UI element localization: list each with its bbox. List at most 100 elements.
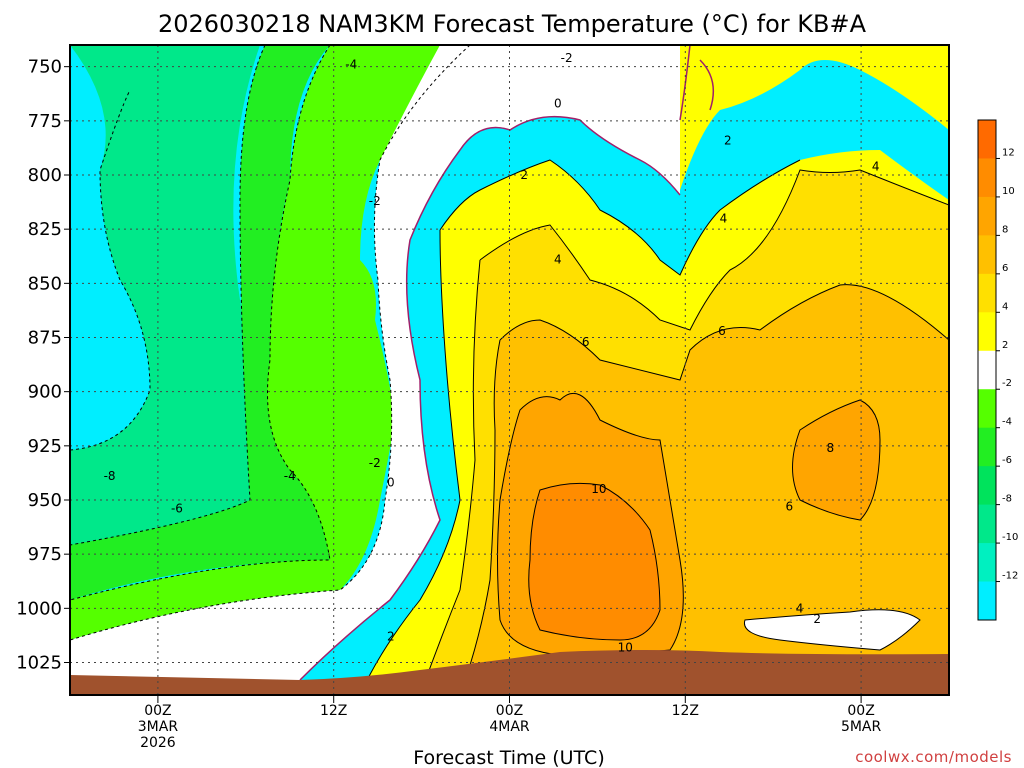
y-tick-label: 925 <box>28 436 62 457</box>
field-region-minus4 <box>70 45 470 640</box>
colorbar-label: 2 <box>1002 340 1008 351</box>
isotherm-minus6 <box>70 45 266 546</box>
colorbar-label: 8 <box>1002 224 1008 235</box>
isotherm-minus4 <box>70 45 331 601</box>
contour-label: -2 <box>369 194 381 208</box>
contour-label: 4 <box>796 601 804 615</box>
colorbar-swatch <box>978 581 996 621</box>
x-axis-label: Forecast Time (UTC) <box>413 747 604 768</box>
negative-isotherms <box>70 45 471 641</box>
x-tick-label: 00Z <box>496 703 523 719</box>
colorbar-swatch <box>978 504 996 544</box>
isotherm-plus6 <box>459 284 949 695</box>
terrain-below-ground <box>70 650 949 695</box>
colorbar-label: -6 <box>1002 455 1012 466</box>
y-tick-label: 875 <box>28 328 62 349</box>
colorbar-swatch <box>978 120 996 159</box>
contour-label: -6 <box>171 502 183 516</box>
colorbar-swatch <box>978 427 996 467</box>
colorbar-label: 10 <box>1002 186 1015 197</box>
field-region-plus8-east <box>792 400 880 520</box>
x-tick-label: 00Z <box>847 703 874 719</box>
contour-label: 6 <box>582 335 590 349</box>
contour-label: 4 <box>554 253 562 267</box>
field-region-minus6 <box>70 45 340 600</box>
field-region-plus2-upper <box>680 45 949 190</box>
colorbar-swatch <box>978 389 996 429</box>
grid-lines <box>70 45 949 695</box>
colorbar-label: -8 <box>1002 494 1012 505</box>
colorbar-label: -2 <box>1002 378 1012 389</box>
colorbar-swatch <box>978 273 996 313</box>
y-tick-label: 850 <box>28 273 62 294</box>
x-tick-label: 4MAR <box>489 719 530 735</box>
credit-text: coolwx.com/models <box>855 748 1012 766</box>
y-tick-label: 825 <box>28 219 62 240</box>
isotherm-plus8-west <box>497 392 684 656</box>
chart-title: 2026030218 NAM3KM Forecast Temperature (… <box>158 10 867 38</box>
isotherm-minus2 <box>70 45 471 641</box>
colorbar-label: 4 <box>1002 301 1008 312</box>
contour-label: 10 <box>618 640 633 654</box>
contour-label: 6 <box>785 500 793 514</box>
isotherm-plus4 <box>419 169 949 695</box>
isotherm-plus2 <box>359 159 801 695</box>
colorbar-label: 12 <box>1002 147 1015 158</box>
contour-label: 2 <box>387 630 395 644</box>
colorbar-swatch <box>978 466 996 506</box>
colorbar-label: 6 <box>1002 263 1008 274</box>
contour-label: 4 <box>720 211 728 225</box>
x-tick-label: 12Z <box>672 703 699 719</box>
colorbar-swatch <box>978 158 996 198</box>
contour-label: -4 <box>284 469 296 483</box>
x-tick-label: 3MAR <box>138 719 179 735</box>
contour-label: -2 <box>561 51 573 65</box>
contour-label: 2 <box>724 133 732 147</box>
y-tick-label: 950 <box>28 490 62 511</box>
contour-label: -8 <box>104 469 116 483</box>
field-region-near-zero <box>70 45 680 680</box>
contour-label: 10 <box>591 482 606 496</box>
y-tick-label: 1025 <box>16 653 62 674</box>
field-region-plus10 <box>528 483 660 640</box>
contour-label: 0 <box>387 476 395 490</box>
y-tick-label: 750 <box>28 57 62 78</box>
x-tick-label: 2026 <box>140 735 176 751</box>
contour-label: 6 <box>718 324 726 338</box>
colorbar-label: -12 <box>1002 571 1018 582</box>
x-tick-label: 5MAR <box>841 719 882 735</box>
contour-label: 2 <box>813 612 821 626</box>
isotherm-zero <box>299 115 681 681</box>
isotherm-plus8-east <box>792 399 881 521</box>
contour-label: -2 <box>369 456 381 470</box>
colorbar-label: -4 <box>1002 417 1012 428</box>
x-tick-label: 12Z <box>320 703 347 719</box>
contour-label: 4 <box>872 159 880 173</box>
colorbar-frame <box>977 119 997 621</box>
isotherm-plus2-east <box>743 609 921 651</box>
y-tick-label: 900 <box>28 382 62 403</box>
freezing-line <box>299 45 715 681</box>
colorbar-swatch <box>978 196 996 236</box>
contour-label: 0 <box>554 97 562 111</box>
y-tick-label: 975 <box>28 544 62 565</box>
y-axis-ticks: 750 775 800 825 850 875 900 925 950 975 1000 1025 <box>16 57 70 674</box>
field-region-minus10 <box>70 45 270 560</box>
colorbar-label: -10 <box>1002 532 1018 543</box>
y-tick-label: 1000 <box>16 598 62 619</box>
isotherm-zero-upper <box>679 45 715 121</box>
colorbar-swatch <box>978 312 996 352</box>
field-region-near-zero-east <box>744 609 920 650</box>
contour-label: 2 <box>520 168 528 182</box>
contour-label: -4 <box>345 58 357 72</box>
positive-isotherms <box>359 159 949 695</box>
x-tick-label: 00Z <box>144 703 171 719</box>
colorbar: 12 10 8 6 4 2 -2 -4 -6 -8 -10 -12 <box>977 119 1018 621</box>
y-tick-label: 775 <box>28 111 62 132</box>
isotherm-plus10 <box>528 482 661 641</box>
field-region-coldest <box>70 45 128 450</box>
